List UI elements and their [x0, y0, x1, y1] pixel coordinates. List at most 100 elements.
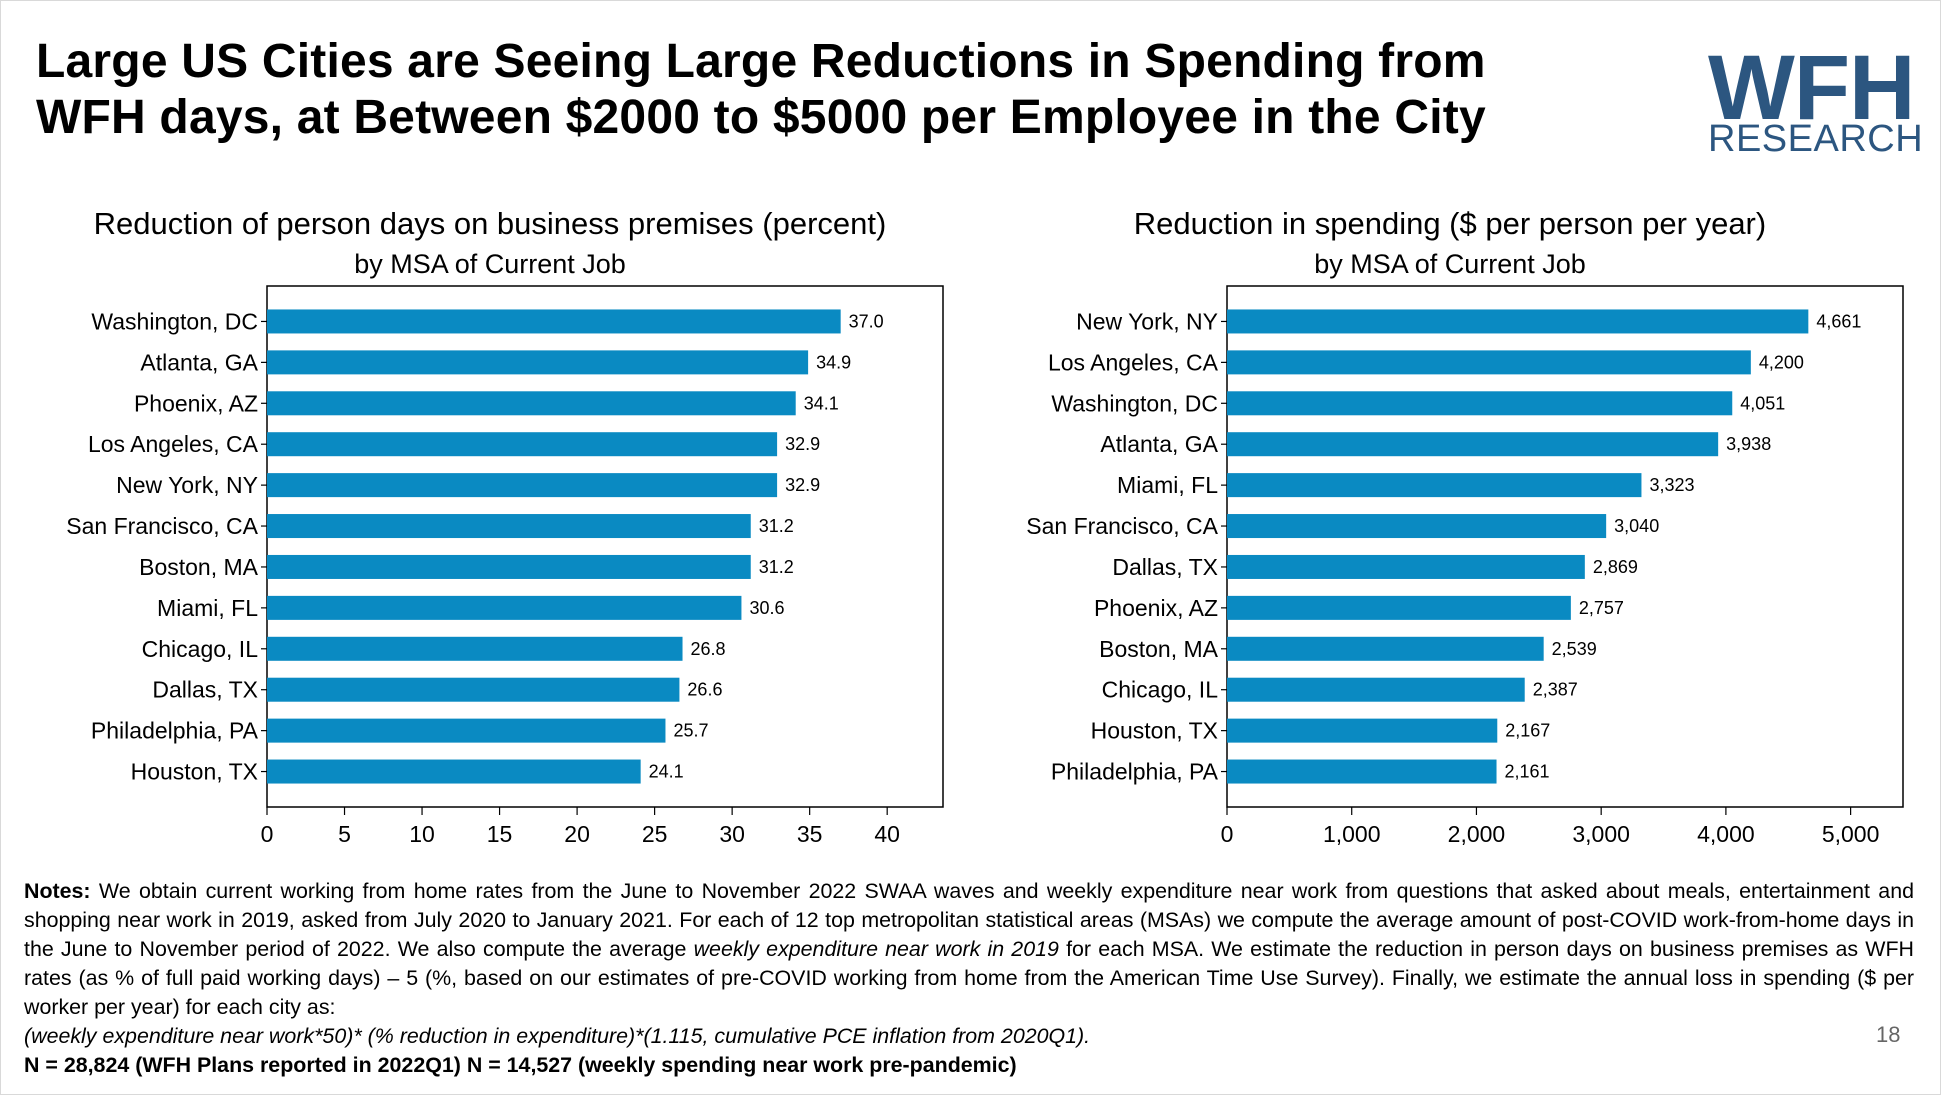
logo-bar-red: [1662, 56, 1696, 158]
left-chart-bar-2: [267, 391, 796, 416]
wfh-research-logo: WFH RESEARCH: [1570, 8, 1930, 158]
notes-text-1: We obtain current working from home rate…: [24, 879, 1914, 961]
left-chart-xtick-label-3: 15: [487, 821, 513, 847]
right-chart-category-label-9: Chicago, IL: [1102, 677, 1219, 703]
left-chart-xtick-label-0: 0: [261, 821, 274, 847]
right-chart-category-label-7: Phoenix, AZ: [1094, 595, 1218, 621]
right-chart-category-label-6: Dallas, TX: [1112, 554, 1218, 580]
right-chart-bar-0: [1227, 309, 1809, 334]
left-chart-bar-3: [267, 432, 778, 457]
right-chart-value-label-4: 3,323: [1649, 475, 1694, 495]
left-chart-value-label-1: 34.9: [816, 352, 851, 372]
left-chart-value-label-5: 31.2: [759, 516, 794, 536]
right-chart-value-label-1: 4,200: [1759, 352, 1804, 372]
right-chart-bar-1: [1227, 350, 1751, 375]
right-chart-bar-5: [1227, 514, 1607, 539]
right-chart-category-label-10: Houston, TX: [1091, 718, 1218, 744]
left-chart-bar-10: [267, 718, 666, 743]
sample-size-line: N = 28,824 (WFH Plans reported in 2022Q1…: [24, 1053, 1017, 1077]
left-chart-category-label-10: Philadelphia, PA: [91, 718, 259, 744]
logo-bar-blue: [1573, 100, 1603, 158]
left-chart-xtick-label-4: 20: [564, 821, 590, 847]
notes-text-italic: weekly expenditure near work in 2019: [693, 937, 1059, 961]
left-chart-category-label-11: Houston, TX: [131, 759, 258, 785]
logo-text-sub: RESEARCH: [1708, 118, 1924, 160]
right-chart-xtick-label-5: 5,000: [1822, 821, 1880, 847]
left-chart-category-label-0: Washington, DC: [91, 308, 258, 334]
logo-bar-orange: [1615, 10, 1651, 158]
left-chart-plot-frame: [266, 285, 944, 808]
left-chart-xtick-label-2: 10: [409, 821, 435, 847]
right-chart-bar-3: [1227, 432, 1719, 457]
notes-text-2: for each MSA. We estimate the reduction …: [24, 937, 1914, 1019]
left-chart-xtick-label-6: 30: [719, 821, 745, 847]
left-chart-bar-9: [267, 677, 680, 702]
right-chart-value-label-10: 2,167: [1505, 721, 1550, 741]
right-chart-category-label-0: New York, NY: [1076, 308, 1218, 334]
left-chart-value-label-7: 30.6: [749, 598, 784, 618]
right-chart-value-label-0: 4,661: [1816, 311, 1861, 331]
right-chart-title: Reduction in spending ($ per person per …: [1133, 206, 1767, 241]
left-chart-category-label-4: New York, NY: [116, 472, 258, 498]
left-chart-bar-4: [267, 473, 778, 498]
left-chart-category-label-5: San Francisco, CA: [66, 513, 258, 539]
right-chart-subtitle: by MSA of Current Job: [1314, 249, 1586, 279]
right-chart-bar-2: [1227, 391, 1733, 416]
right-chart-category-label-8: Boston, MA: [1099, 636, 1219, 662]
left-chart-category-label-9: Dallas, TX: [152, 677, 258, 703]
right-chart-category-label-4: Miami, FL: [1117, 472, 1218, 498]
left-chart-category-label-8: Chicago, IL: [142, 636, 259, 662]
left-chart-bar-11: [267, 759, 641, 784]
left-chart-value-label-9: 26.6: [687, 680, 722, 700]
right-chart-plot-frame: [1226, 285, 1904, 808]
right-chart-category-label-5: San Francisco, CA: [1026, 513, 1218, 539]
left-chart-bar-0: [267, 309, 841, 334]
left-chart-xtick-label-5: 25: [642, 821, 668, 847]
right-chart-category-label-3: Atlanta, GA: [1100, 431, 1218, 457]
right-chart-bar-10: [1227, 718, 1498, 743]
right-chart-bar-7: [1227, 595, 1571, 620]
right-chart-category-label-2: Washington, DC: [1051, 390, 1218, 416]
right-chart-category-label-1: Los Angeles, CA: [1048, 349, 1219, 375]
right-chart-value-label-2: 4,051: [1740, 393, 1785, 413]
right-chart-bar-9: [1227, 677, 1525, 702]
left-chart-bar-8: [267, 636, 683, 661]
right-chart-bar-4: [1227, 473, 1642, 498]
right-chart-value-label-5: 3,040: [1614, 516, 1659, 536]
right-chart-category-label-11: Philadelphia, PA: [1051, 759, 1219, 785]
right-chart-xtick-label-4: 4,000: [1697, 821, 1755, 847]
right-chart-xtick-label-1: 1,000: [1323, 821, 1381, 847]
left-chart-category-label-1: Atlanta, GA: [140, 349, 258, 375]
left-chart-bar-5: [267, 514, 751, 539]
right-chart-value-label-3: 3,938: [1726, 434, 1771, 454]
left-chart-category-label-7: Miami, FL: [157, 595, 258, 621]
left-chart-xtick-label-8: 40: [874, 821, 900, 847]
right-chart-value-label-11: 2,161: [1505, 762, 1550, 782]
left-chart-bar-7: [267, 595, 742, 620]
notes-label: Notes:: [24, 879, 91, 903]
notes-block: Notes: We obtain current working from ho…: [24, 877, 1914, 1080]
left-chart-xtick-label-7: 35: [797, 821, 823, 847]
right-chart-xtick-label-0: 0: [1221, 821, 1234, 847]
left-bar-chart: 37.0 Washington, DC 34.9 Atlanta, GA 34.1 Pho…: [66, 285, 944, 847]
right-chart-value-label-7: 2,757: [1579, 598, 1624, 618]
right-chart-xtick-label-2: 2,000: [1448, 821, 1506, 847]
left-chart-value-label-0: 37.0: [849, 311, 884, 331]
logo-text-main: WFH: [1708, 37, 1915, 139]
left-chart-subtitle: by MSA of Current Job: [354, 249, 626, 279]
left-chart-value-label-4: 32.9: [785, 475, 820, 495]
left-chart-category-label-3: Los Angeles, CA: [88, 431, 259, 457]
left-chart-value-label-11: 24.1: [649, 762, 684, 782]
right-chart-bar-8: [1227, 636, 1544, 661]
slide-title: Large US Cities are Seeing Large Reducti…: [36, 35, 1486, 144]
right-chart-xtick-label-3: 3,000: [1572, 821, 1630, 847]
left-chart-value-label-2: 34.1: [804, 393, 839, 413]
right-chart-value-label-8: 2,539: [1552, 639, 1597, 659]
left-chart-bar-1: [267, 350, 809, 375]
right-bar-chart: 4,661 New York, NY 4,200 Los Angeles, CA 4,0…: [1026, 285, 1904, 847]
left-chart-title: Reduction of person days on business pre…: [93, 206, 887, 241]
right-chart-value-label-9: 2,387: [1533, 680, 1578, 700]
notes-formula: (weekly expenditure near work*50)* (% re…: [24, 1024, 1091, 1048]
right-chart-value-label-6: 2,869: [1593, 557, 1638, 577]
right-chart-bar-6: [1227, 554, 1585, 579]
